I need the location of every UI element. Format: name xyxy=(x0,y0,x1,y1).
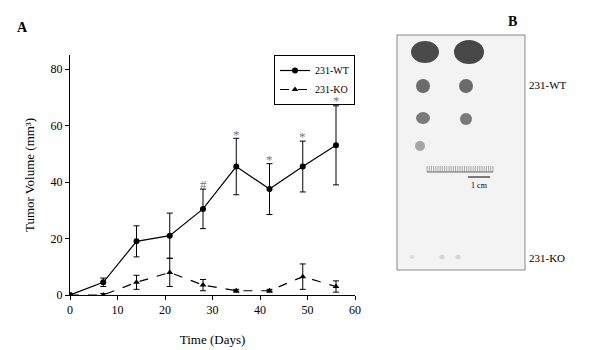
svg-text:231-WT: 231-WT xyxy=(315,65,349,76)
svg-text:A: A xyxy=(17,20,28,35)
svg-text:40: 40 xyxy=(254,303,266,317)
svg-text:50: 50 xyxy=(302,303,314,317)
svg-text:231-KO: 231-KO xyxy=(315,84,348,95)
svg-text:*: * xyxy=(333,93,340,108)
svg-text:*: * xyxy=(299,129,306,144)
svg-text:B: B xyxy=(508,14,517,29)
svg-text:231-WT: 231-WT xyxy=(529,79,567,91)
svg-text:80: 80 xyxy=(51,62,63,76)
svg-text:0: 0 xyxy=(57,288,63,302)
svg-text:20: 20 xyxy=(159,303,171,317)
svg-text:60: 60 xyxy=(51,119,63,133)
svg-text:Tumor Volume (mm³): Tumor Volume (mm³) xyxy=(22,118,37,232)
svg-text:1 cm: 1 cm xyxy=(471,181,488,190)
svg-text:10: 10 xyxy=(112,303,124,317)
svg-text:Time (Days): Time (Days) xyxy=(180,332,246,347)
svg-text:60: 60 xyxy=(349,303,361,317)
svg-text:231-KO: 231-KO xyxy=(529,252,565,264)
svg-text:0: 0 xyxy=(67,303,73,317)
svg-text:*: * xyxy=(266,152,273,167)
svg-text:*: * xyxy=(233,127,240,142)
svg-text:20: 20 xyxy=(51,232,63,246)
svg-text:40: 40 xyxy=(51,175,63,189)
svg-text:#: # xyxy=(200,177,207,192)
svg-text:30: 30 xyxy=(207,303,219,317)
